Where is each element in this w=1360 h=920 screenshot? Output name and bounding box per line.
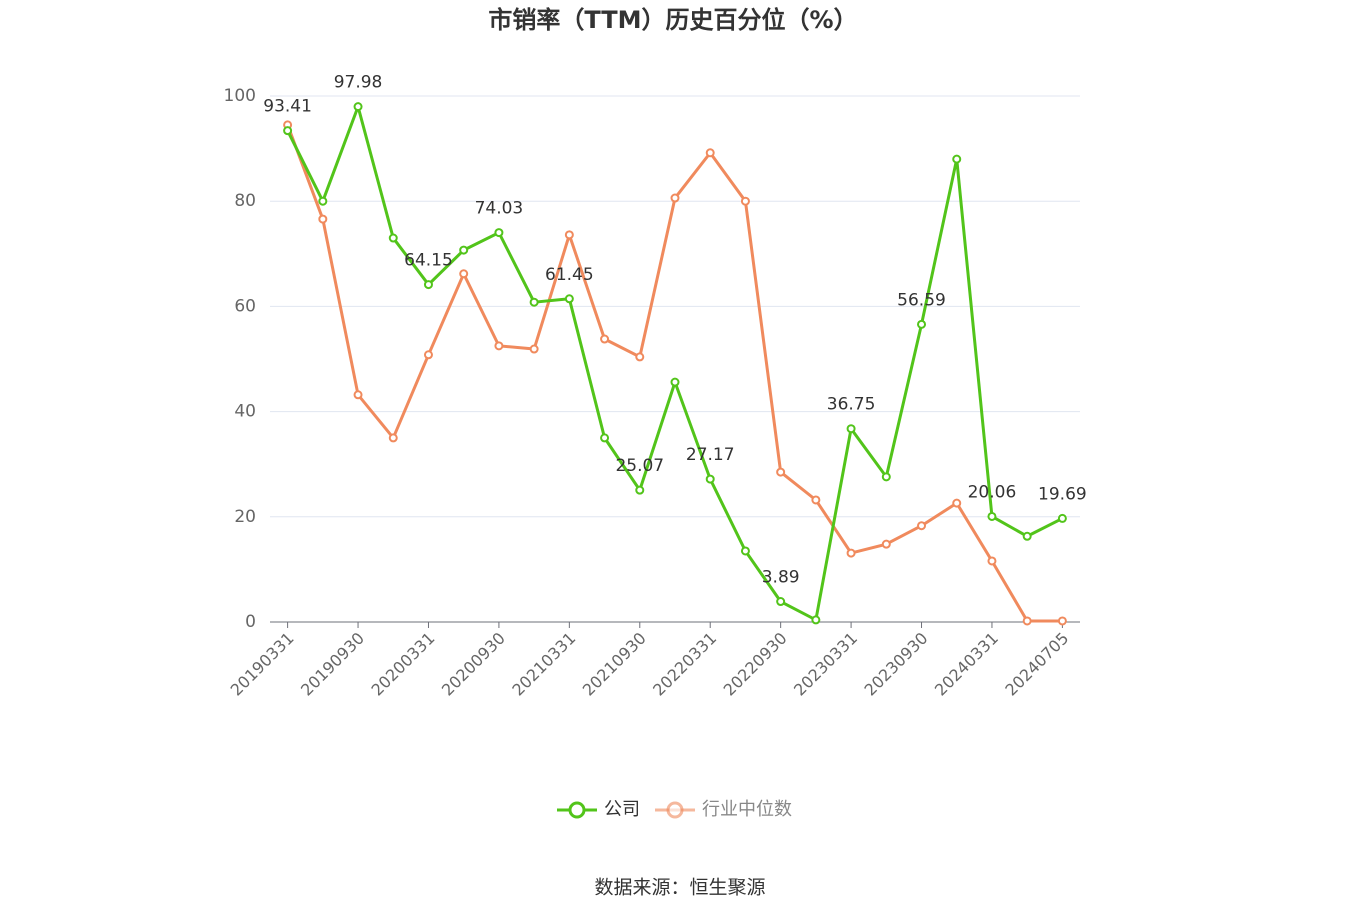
x-tick-label: 20230930 xyxy=(861,629,932,700)
data-label: 20.06 xyxy=(968,482,1017,502)
data-point xyxy=(846,548,856,558)
source: 数据来源：恒生聚源 xyxy=(594,877,765,899)
data-label: 93.41 xyxy=(263,97,312,117)
x-tick-label: 20190930 xyxy=(297,629,368,700)
y-tick-label: 40 xyxy=(234,402,256,422)
data-point xyxy=(318,196,328,206)
data-label: 19.69 xyxy=(1038,484,1087,504)
data-point xyxy=(1057,616,1067,626)
legend-marker xyxy=(666,801,684,819)
data-point xyxy=(740,546,750,556)
data-point xyxy=(529,344,539,354)
data-point xyxy=(459,269,469,279)
x-tick-label: 20240705 xyxy=(1001,629,1072,700)
x-tick-label: 20210331 xyxy=(508,629,579,700)
y-tick-label: 60 xyxy=(234,296,256,316)
data-point xyxy=(670,377,680,387)
data-point xyxy=(740,196,750,206)
data-point xyxy=(318,214,328,224)
data-label: 25.07 xyxy=(615,456,664,476)
data-point xyxy=(811,615,821,625)
x-tick-label: 20200930 xyxy=(438,629,509,700)
data-point xyxy=(846,424,856,434)
x-tick-label: 20240331 xyxy=(931,629,1002,700)
x-tick-label: 20220331 xyxy=(649,629,720,700)
data-label: 36.75 xyxy=(827,395,876,415)
x-tick-label: 20220930 xyxy=(720,629,791,700)
data-point xyxy=(952,154,962,164)
data-point xyxy=(670,193,680,203)
chart-title: 市销率（TTM）历史百分位（%） xyxy=(488,6,857,34)
data-point xyxy=(459,245,469,255)
data-point xyxy=(494,228,504,238)
data-point xyxy=(423,350,433,360)
y-tick-label: 80 xyxy=(234,191,256,211)
data-point xyxy=(388,233,398,243)
data-label: 3.89 xyxy=(762,568,800,588)
data-point xyxy=(353,102,363,112)
data-point xyxy=(600,433,610,443)
data-label: 74.03 xyxy=(475,199,524,219)
data-point xyxy=(987,556,997,566)
data-point xyxy=(705,474,715,484)
data-point xyxy=(353,390,363,400)
data-point xyxy=(1022,531,1032,541)
data-point xyxy=(600,334,610,344)
x-tick-label: 20210930 xyxy=(579,629,650,700)
data-label: 56.59 xyxy=(897,290,946,310)
data-point xyxy=(917,521,927,531)
data-point xyxy=(423,280,433,290)
data-point xyxy=(776,597,786,607)
data-point xyxy=(881,539,891,549)
data-point xyxy=(1022,616,1032,626)
data-point xyxy=(635,485,645,495)
data-point xyxy=(635,352,645,362)
data-point xyxy=(987,511,997,521)
y-tick-label: 0 xyxy=(245,612,256,632)
data-label: 64.15 xyxy=(404,251,453,271)
data-point xyxy=(811,495,821,505)
x-tick-label: 20200331 xyxy=(367,629,438,700)
x-tick-label: 20190331 xyxy=(227,629,298,700)
legend-label: 公司 xyxy=(604,799,640,820)
data-point xyxy=(388,433,398,443)
data-point xyxy=(705,148,715,158)
data-point xyxy=(564,230,574,240)
data-point xyxy=(881,472,891,482)
data-point xyxy=(952,498,962,508)
data-point xyxy=(564,294,574,304)
legend-label: 行业中位数 xyxy=(702,799,792,820)
data-point xyxy=(494,341,504,351)
y-tick-label: 20 xyxy=(234,507,256,527)
data-label: 61.45 xyxy=(545,265,594,285)
data-point xyxy=(917,319,927,329)
series-line xyxy=(286,101,1064,623)
data-label: 97.98 xyxy=(334,73,383,93)
y-tick-label: 100 xyxy=(224,86,256,106)
data-point xyxy=(776,467,786,477)
data-point xyxy=(1057,513,1067,523)
data-label: 27.17 xyxy=(686,445,735,465)
legend-marker xyxy=(568,801,586,819)
data-point xyxy=(283,126,293,136)
x-tick-label: 20230331 xyxy=(790,629,861,700)
data-point xyxy=(529,297,539,307)
